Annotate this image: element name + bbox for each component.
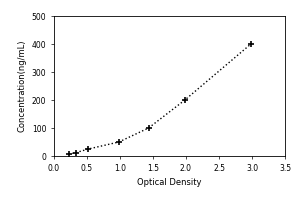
Y-axis label: Concentration(ng/mL): Concentration(ng/mL) [17, 40, 26, 132]
X-axis label: Optical Density: Optical Density [137, 178, 202, 187]
